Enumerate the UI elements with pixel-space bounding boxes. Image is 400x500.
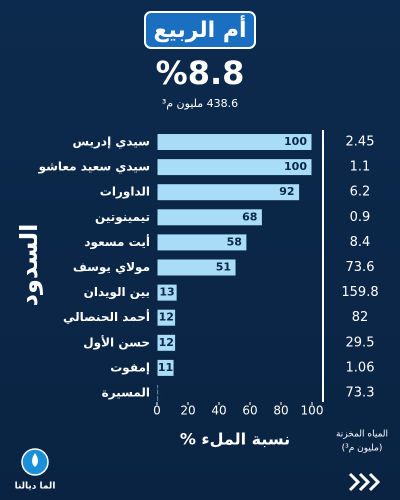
value-label: 13 [159, 286, 174, 299]
value-label: 100 [284, 135, 307, 148]
bar [156, 358, 175, 377]
category-label: بين الويدان [84, 285, 150, 300]
stored-label: (مليون م³) [342, 444, 383, 454]
bar [156, 183, 301, 202]
next-arrows[interactable] [348, 472, 381, 492]
category-label: المسيرة [102, 386, 150, 400]
logo-drop [32, 453, 38, 467]
category-label: أيت مسعود [84, 234, 150, 250]
stored-label: المياه المخزنة [336, 430, 388, 440]
category-label: سيدي إدريس [73, 135, 150, 149]
bar [156, 208, 263, 227]
volume: 438.6 مليون م³ [162, 97, 238, 110]
stored-value: 73.6 [346, 260, 375, 275]
x-tick-label: 60 [242, 404, 257, 418]
x-tick-label: 40 [211, 404, 226, 418]
stored-value: 82 [352, 310, 369, 325]
category-label: أحمد الحنصالي [63, 309, 150, 324]
bar [156, 233, 248, 252]
category-label: الداورات [100, 185, 150, 200]
category-label: حسن الأول [83, 334, 150, 350]
category-label: إمفوت [110, 360, 150, 375]
x-tick-label: 100 [301, 404, 324, 418]
value-label: 100 [284, 160, 307, 173]
category-label: مولاي يوسف [73, 260, 150, 275]
category-label: سيدي سعيد معاشو [38, 160, 150, 175]
stored-value: 73.3 [346, 386, 375, 401]
bar [156, 308, 177, 327]
arrow[interactable] [358, 472, 371, 492]
bar [156, 133, 313, 151]
bar [156, 333, 177, 352]
stored-value: 29.5 [346, 335, 375, 350]
value-label: 12 [159, 311, 174, 324]
x-axis-label: نسبة الملء % [180, 430, 290, 449]
value-label: 92 [279, 185, 294, 198]
stored-value: 2.45 [346, 135, 375, 150]
x-tick-label: 20 [180, 404, 195, 418]
value-label: 11 [158, 361, 173, 374]
stored-value: 1.1 [350, 160, 371, 175]
y-axis-label: السدود [15, 224, 43, 307]
arrow[interactable] [368, 472, 381, 492]
stored-value: 159.8 [341, 285, 378, 300]
title-box [144, 11, 256, 49]
percent: %8.8 [156, 54, 245, 92]
logo-text: الما ديالنا [15, 482, 56, 492]
category-label: تيمينوتين [95, 210, 150, 225]
bar [156, 158, 313, 177]
stored-value: 8.4 [350, 235, 371, 250]
value-label: 1 [156, 386, 164, 399]
title: أم الربيع [153, 14, 246, 43]
value-label: 51 [216, 261, 231, 274]
arrow[interactable] [348, 472, 361, 492]
stored-value: 0.9 [350, 210, 371, 225]
bar [156, 384, 160, 402]
logo: الما ديالنا [15, 448, 56, 492]
value-label: 12 [159, 336, 174, 349]
stored-value: 6.2 [350, 185, 371, 200]
stored-value: 1.06 [346, 360, 375, 375]
bar [156, 258, 237, 277]
x-tick-label: 0 [153, 404, 161, 418]
value-label: 58 [227, 235, 242, 248]
bar [156, 283, 178, 302]
value-label: 68 [242, 210, 257, 223]
x-tick-label: 80 [273, 404, 288, 418]
